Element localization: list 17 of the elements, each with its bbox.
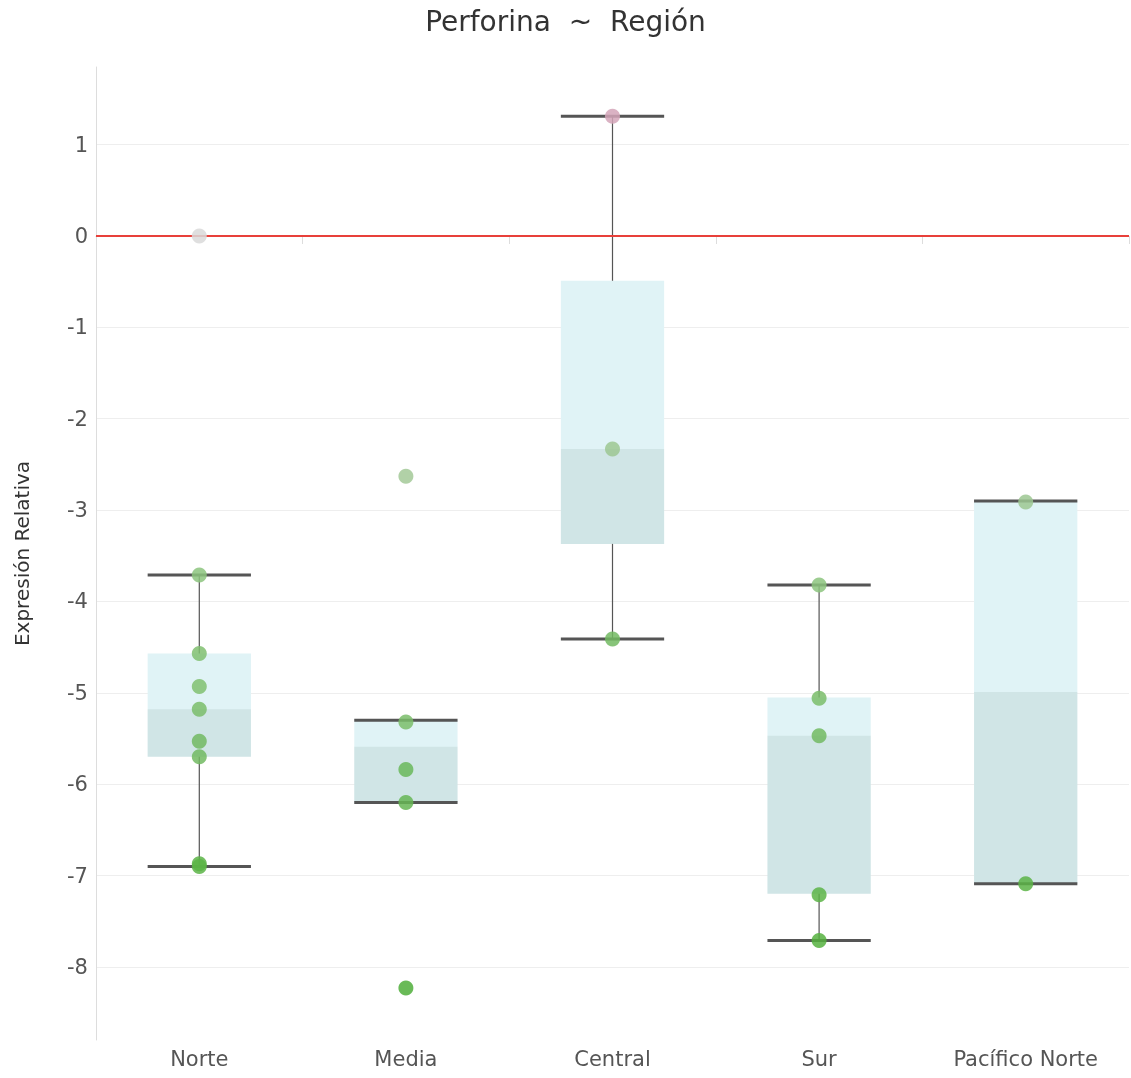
y-tick-label: -6 [67, 772, 88, 797]
x-tick-label: Sur [801, 1046, 838, 1071]
y-tick-label: 1 [74, 132, 88, 157]
y-tick-label: -1 [67, 315, 88, 340]
y-tick-label: -8 [67, 954, 88, 979]
chart-title: Perforina ~ Región [425, 4, 706, 38]
x-tick-label: Media [374, 1046, 438, 1071]
x-tick-label: Pacífico Norte [953, 1046, 1099, 1071]
y-tick-label: -4 [67, 589, 88, 614]
y-tick-label: -3 [67, 498, 88, 523]
y-tick-label: -5 [67, 680, 88, 705]
x-tick-label: Norte [170, 1046, 229, 1071]
y-tick-label: -7 [67, 863, 88, 888]
x-tick-label: Central [574, 1046, 651, 1071]
y-tick-label: -2 [67, 406, 88, 431]
y-axis-title: Expresión Relativa [10, 460, 34, 647]
y-tick-label: 0 [74, 224, 88, 249]
